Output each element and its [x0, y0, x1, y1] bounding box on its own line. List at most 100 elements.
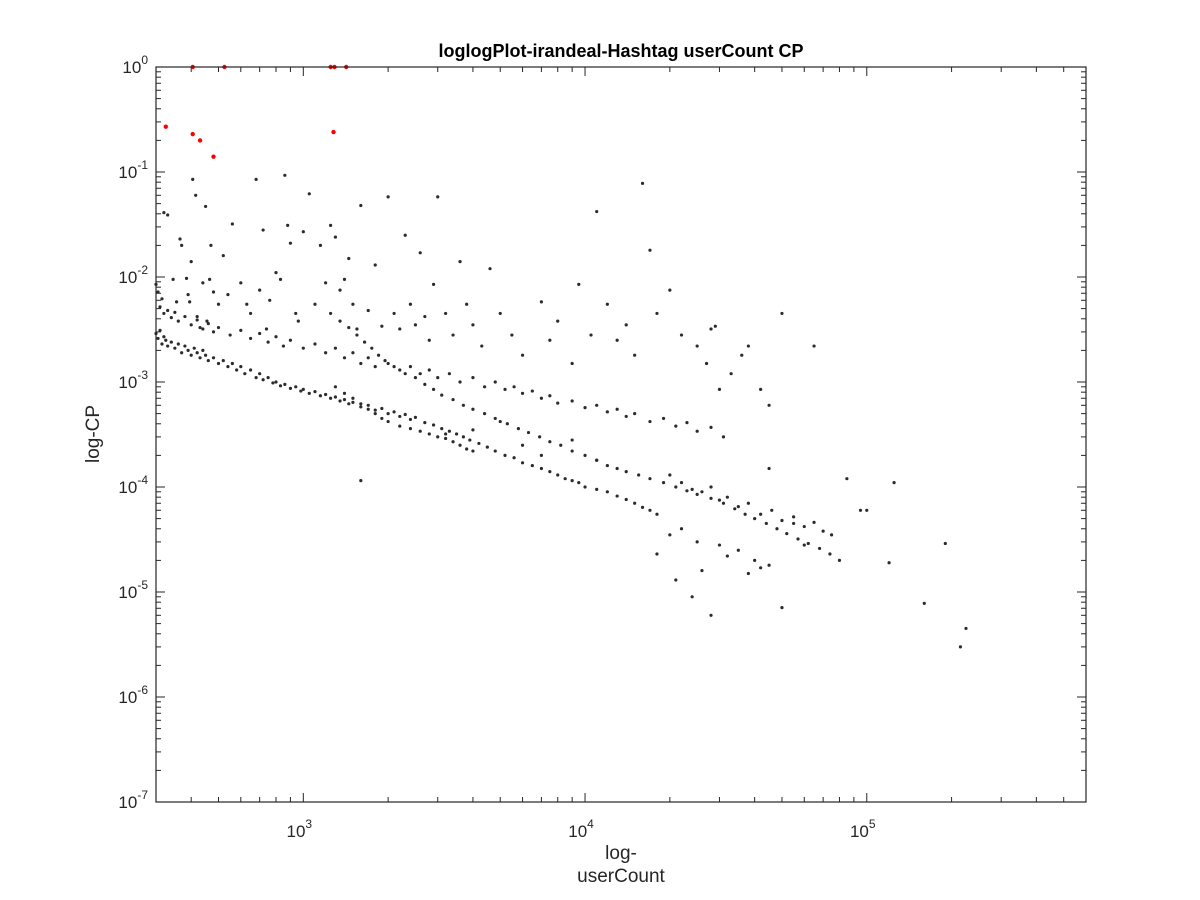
data-point [709, 613, 713, 617]
data-point [163, 124, 168, 129]
data-point [759, 512, 763, 516]
data-point [503, 387, 507, 392]
data-point [206, 358, 210, 363]
data-point [197, 138, 203, 143]
data-point [392, 365, 396, 369]
data-point [468, 438, 472, 442]
x-axis-label-line-2: userCount [577, 866, 665, 887]
data-point [162, 211, 166, 215]
y-tick-label: 10-5 [118, 578, 148, 602]
data-point [595, 209, 599, 214]
data-point [169, 316, 173, 320]
data-point [721, 501, 726, 505]
chart-title: loglogPlot-irandeal-Hashtag userCount CP [438, 41, 803, 61]
data-point [796, 537, 800, 541]
y-axis-label: log-CP [83, 405, 104, 463]
data-point [444, 311, 448, 316]
data-point [736, 548, 740, 552]
data-point [274, 271, 278, 275]
x-tick-label: 104 [568, 817, 594, 841]
data-point [166, 308, 170, 313]
data-point [640, 505, 645, 509]
data-point [194, 193, 198, 197]
data-point [174, 300, 179, 304]
data-point [245, 302, 249, 306]
data-point [418, 372, 422, 376]
data-point [520, 443, 525, 447]
data-point [431, 423, 436, 427]
data-point [156, 336, 160, 341]
data-point [392, 410, 396, 414]
data-point [780, 606, 784, 610]
data-point [695, 492, 699, 497]
data-point [160, 342, 164, 346]
data-point [485, 445, 489, 449]
data-point [216, 302, 221, 306]
data-point [648, 477, 652, 481]
data-point [431, 387, 436, 392]
data-point [198, 325, 202, 330]
data-point [169, 340, 173, 344]
data-point [226, 292, 230, 297]
x-axis-label-line-1: log- [605, 843, 637, 864]
data-point [190, 131, 195, 137]
y-tick-base: 10 [118, 583, 137, 602]
data-point [570, 361, 574, 366]
data-point [351, 302, 355, 306]
data-point [717, 387, 722, 392]
data-point [465, 447, 469, 451]
data-point [829, 533, 834, 537]
data-point [498, 419, 502, 424]
data-point [408, 417, 413, 422]
data-point [792, 521, 796, 526]
data-point [324, 392, 328, 397]
data-point [725, 495, 729, 499]
data-point [559, 443, 563, 447]
data-point [201, 327, 205, 331]
data-point [413, 323, 418, 327]
data-point [792, 515, 796, 519]
data-point [482, 412, 487, 416]
data-point [471, 407, 475, 411]
data-point [281, 344, 286, 348]
data-point [254, 177, 258, 182]
data-point [451, 397, 455, 402]
data-point [329, 396, 333, 400]
y-tick-label: 10-2 [118, 263, 148, 287]
data-point [423, 421, 427, 425]
data-point [633, 353, 637, 357]
x-tick-label: 105 [850, 817, 876, 841]
data-point [307, 391, 311, 395]
data-point [436, 376, 440, 380]
data-point [444, 436, 448, 441]
data-point [661, 481, 666, 485]
data-point [674, 578, 678, 582]
data-point [717, 498, 722, 502]
data-point [347, 325, 351, 330]
y-tick-base: 10 [118, 163, 137, 182]
data-point [764, 521, 768, 526]
data-point [780, 518, 784, 523]
data-point [661, 416, 666, 421]
data-point [211, 330, 216, 334]
data-point [563, 477, 567, 481]
data-point [386, 419, 390, 424]
data-point [333, 385, 338, 389]
data-point [802, 524, 806, 529]
data-point [183, 314, 187, 319]
data-point [655, 552, 659, 556]
data-point [206, 321, 210, 326]
data-point [548, 394, 552, 398]
data-point [366, 356, 370, 360]
data-point [709, 485, 713, 489]
data-point [189, 260, 193, 264]
data-point [530, 463, 534, 468]
data-point [767, 403, 771, 407]
data-point [366, 407, 370, 411]
data-point [386, 195, 390, 199]
data-point [583, 453, 587, 457]
data-point [286, 223, 290, 228]
x-tick-exponent: 4 [587, 817, 594, 831]
data-point [333, 395, 338, 399]
data-point [189, 353, 193, 357]
